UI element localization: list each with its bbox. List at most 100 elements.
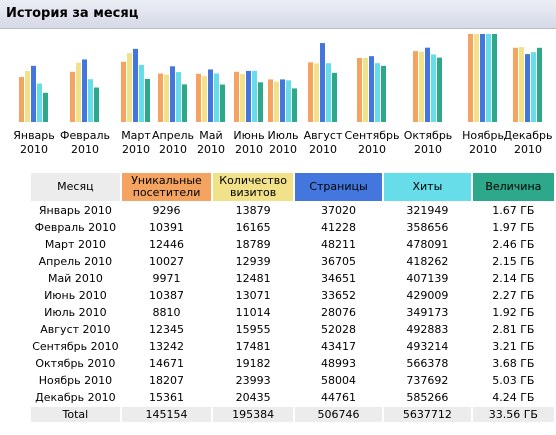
bar-4-3 — [214, 73, 219, 122]
bar-5-3 — [252, 70, 257, 122]
bar-2-0 — [121, 61, 126, 122]
x-tick-label: Февраль 2010 — [60, 129, 110, 156]
x-tick-label: Август 2010 — [303, 129, 343, 156]
bar-11-0 — [513, 47, 518, 123]
bar-3-3 — [176, 72, 181, 122]
cell-visitors: 10027 — [149, 255, 185, 268]
bar-0-0 — [19, 77, 24, 122]
bar-10-3 — [486, 34, 491, 122]
cell-pages: 28076 — [321, 306, 356, 319]
cell-pages: 33652 — [321, 289, 356, 302]
bar-10-0 — [468, 34, 473, 122]
cell-visits: 23993 — [235, 374, 271, 387]
bar-7-3 — [326, 63, 331, 122]
section-title: История за месяц — [6, 6, 139, 21]
total-month: Total — [31, 407, 120, 422]
bar-9-2 — [425, 47, 430, 122]
cell-visits: 13071 — [235, 289, 271, 302]
section-header: История за месяц — [0, 0, 556, 29]
x-tick-label: Ноябрь 2010 — [462, 129, 504, 156]
x-tick-label: Декабрь 2010 — [503, 129, 553, 156]
x-tick-label: Май 2010 — [197, 129, 225, 156]
cell-pages: 52028 — [321, 323, 356, 336]
cell-month: Октябрь 2010 — [35, 357, 116, 370]
cell-bandwidth: 2.81 ГБ — [492, 323, 535, 336]
cell-month: Декабрь 2010 — [35, 391, 116, 404]
cell-bandwidth: 2.14 ГБ — [492, 272, 535, 285]
cell-hits: 358656 — [406, 221, 449, 234]
cell-bandwidth: 1.97 ГБ — [492, 221, 535, 234]
bar-11-4 — [537, 47, 542, 122]
bar-0-1 — [25, 71, 30, 122]
bar-5-0 — [234, 71, 239, 122]
cell-visits: 12939 — [235, 255, 271, 268]
table-row: Май 2010 9971 12481 34651 407139 2.14 ГБ — [31, 271, 554, 286]
total-visitors: 145154 — [121, 407, 212, 422]
cell-hits: 492883 — [406, 323, 449, 336]
bar-10-1 — [474, 34, 479, 122]
cell-month: Ноябрь 2010 — [38, 374, 113, 387]
table-row: Ноябрь 2010 18207 23993 58004 737692 5.03 ГБ — [31, 373, 554, 388]
bar-8-4 — [381, 65, 386, 122]
cell-bandwidth: 4.24 ГБ — [492, 391, 535, 404]
cell-hits: 349173 — [406, 306, 449, 319]
cell-month: Июль 2010 — [44, 306, 107, 319]
cell-visitors: 12345 — [149, 323, 185, 336]
cell-hits: 418262 — [406, 255, 449, 268]
bar-1-4 — [94, 87, 99, 122]
table-row: Март 2010 12446 18789 48211 478091 2.46 ГБ — [31, 237, 554, 252]
bar-7-2 — [320, 43, 325, 123]
cell-pages: 58004 — [321, 374, 356, 387]
cell-month: Август 2010 — [40, 323, 111, 336]
cell-visitors: 18207 — [149, 374, 185, 387]
bar-6-3 — [286, 80, 291, 122]
bar-8-1 — [363, 57, 368, 122]
bar-6-1 — [274, 81, 279, 122]
total-hits: 5637712 — [384, 407, 471, 422]
table-row: Октябрь 2010 14671 19182 48993 566378 3.68 ГБ — [31, 356, 554, 371]
cell-month: Февраль 2010 — [34, 221, 117, 234]
bar-11-2 — [525, 54, 530, 122]
table-row: Январь 2010 9296 13879 37020 321949 1.67 ГБ — [31, 203, 554, 218]
cell-hits: 585266 — [406, 391, 449, 404]
bar-0-4 — [43, 92, 48, 122]
total-bandwidth: 33.56 ГБ — [472, 407, 554, 422]
bar-8-2 — [369, 56, 374, 122]
bar-3-1 — [164, 74, 169, 122]
bar-7-4 — [332, 72, 337, 122]
cell-visitors: 9971 — [152, 272, 181, 285]
bar-3-2 — [170, 66, 175, 122]
bar-3-4 — [182, 84, 187, 122]
cell-visits: 18789 — [235, 238, 271, 251]
table-row: Сентябрь 2010 13242 17481 43417 493214 3.21 Г… — [31, 339, 554, 354]
bar-0-3 — [37, 83, 42, 122]
header-bandwidth: Величина — [472, 173, 554, 201]
cell-hits: 566378 — [406, 357, 449, 370]
cell-month: Июнь 2010 — [44, 289, 107, 302]
cell-visitors: 10391 — [149, 221, 185, 234]
header-pages: Страницы — [294, 173, 383, 201]
cell-month: Май 2010 — [47, 272, 103, 285]
cell-pages: 34651 — [321, 272, 356, 285]
cell-visits: 15955 — [235, 323, 271, 336]
x-tick-label: Апрель 2010 — [152, 129, 194, 156]
bar-11-1 — [519, 47, 524, 122]
x-tick-label: Октябрь 2010 — [403, 129, 453, 156]
x-tick-label: Сентябрь 2010 — [344, 129, 400, 156]
cell-hits: 478091 — [406, 238, 449, 251]
cell-visits: 11014 — [235, 306, 271, 319]
bar-9-1 — [419, 51, 424, 122]
bar-4-0 — [196, 73, 201, 122]
cell-visitors: 15361 — [149, 391, 185, 404]
bar-2-1 — [127, 53, 132, 122]
bar-5-4 — [258, 82, 263, 122]
bar-11-3 — [531, 52, 536, 122]
cell-visits: 16165 — [235, 221, 271, 234]
bar-10-2 — [480, 34, 485, 122]
cell-month: Апрель 2010 — [38, 255, 113, 268]
bar-2-3 — [139, 64, 144, 122]
cell-bandwidth: 1.92 ГБ — [492, 306, 535, 319]
cell-hits: 737692 — [406, 374, 449, 387]
cell-visits: 19182 — [235, 357, 271, 370]
bar-6-0 — [268, 79, 273, 122]
